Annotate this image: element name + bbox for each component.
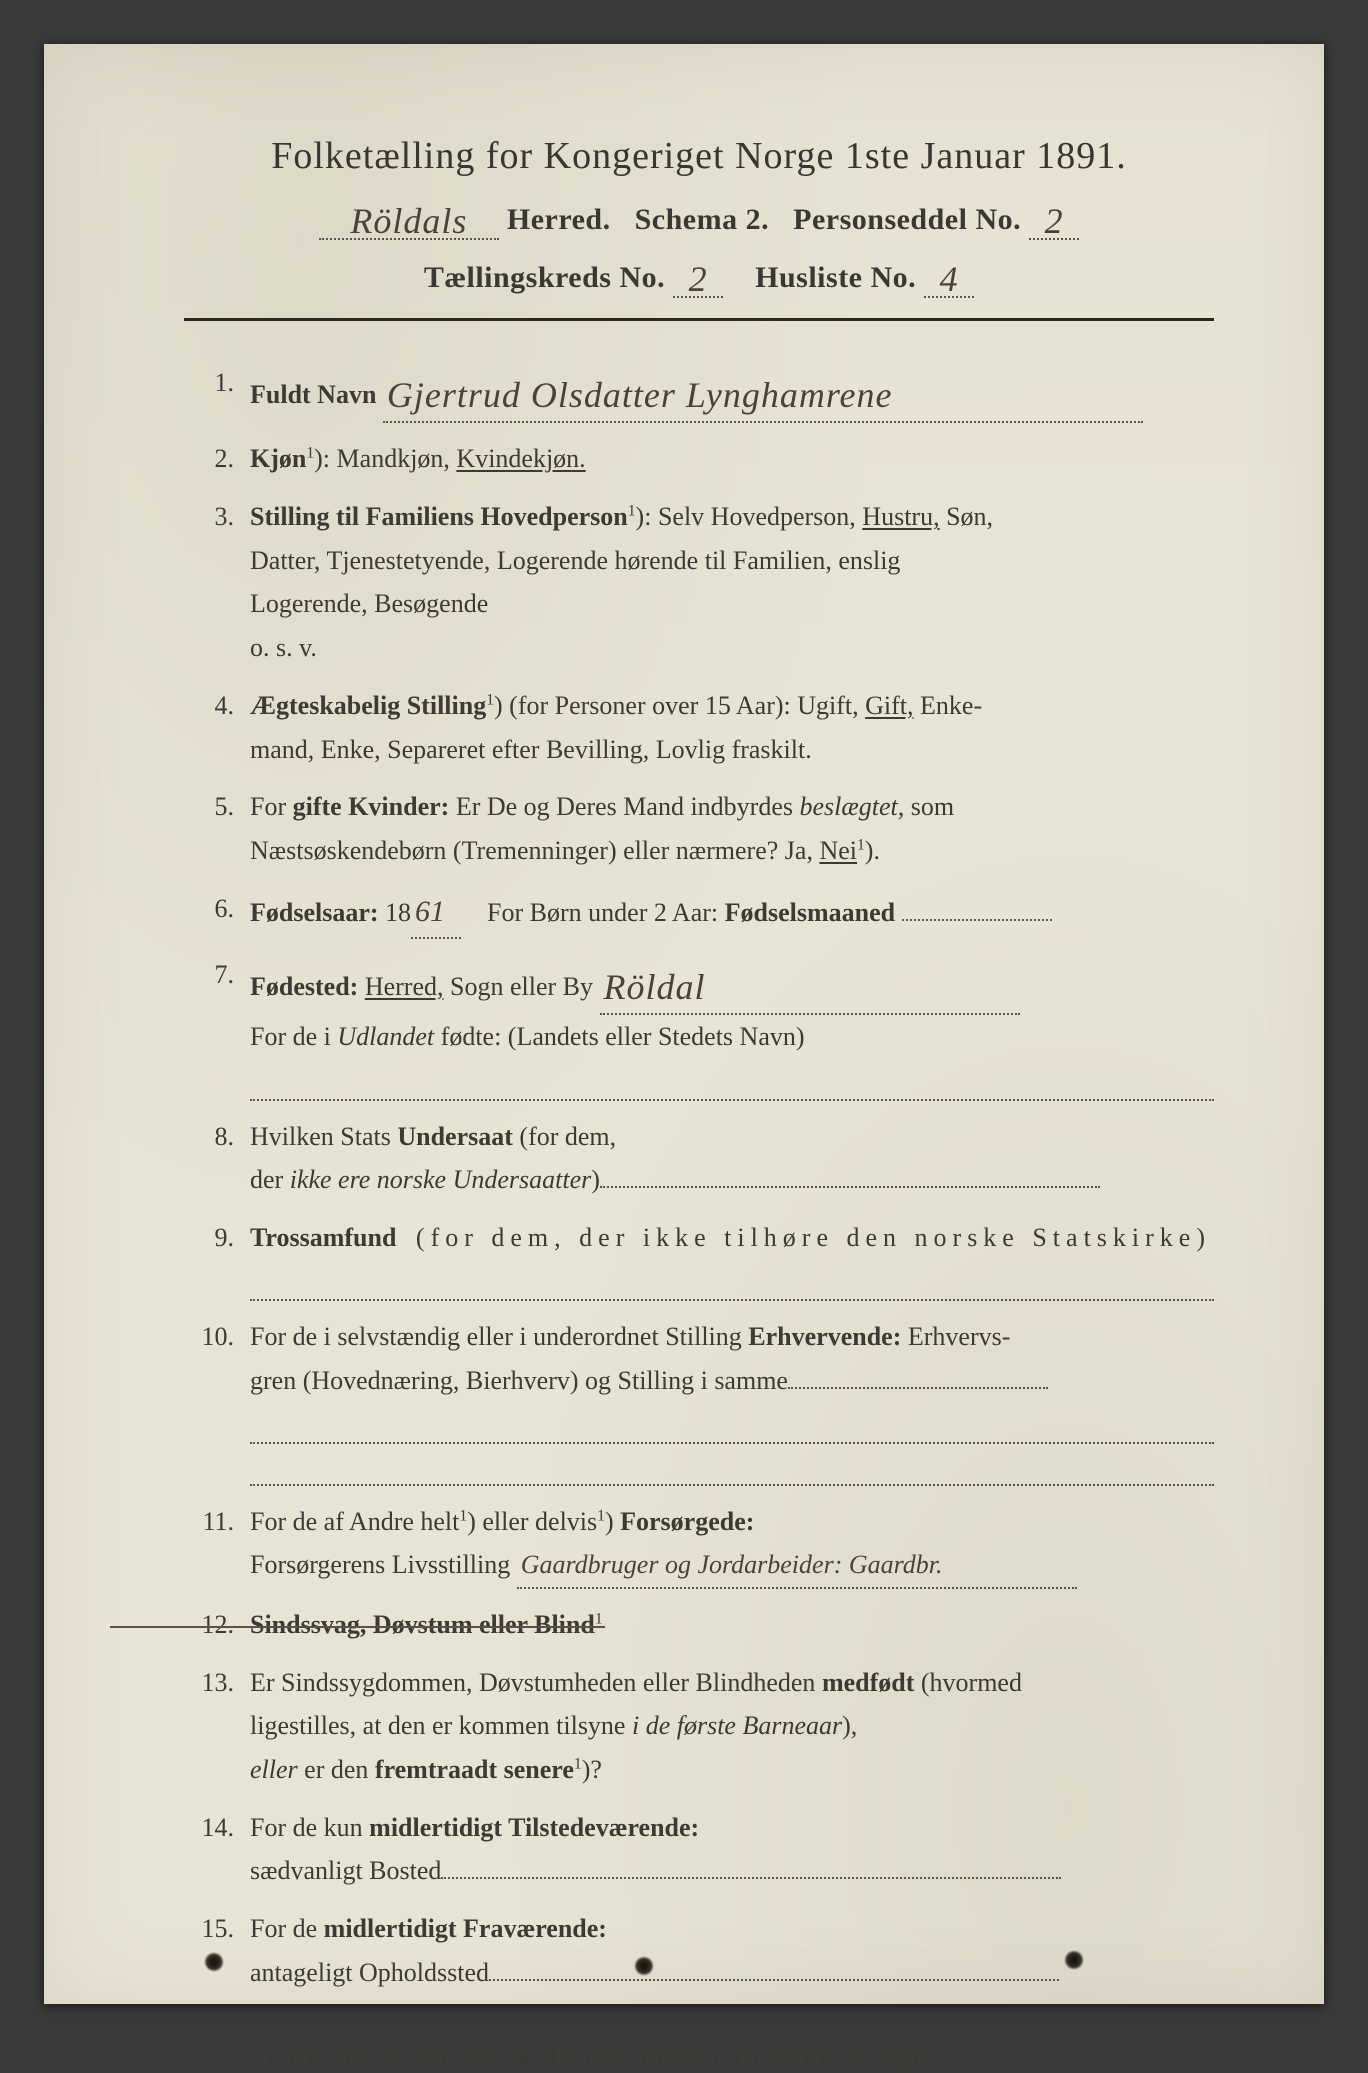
item-num: 11.: [188, 1500, 250, 1589]
item-num: 4.: [188, 684, 250, 771]
item-6: 6. Fødselsaar: 1861 For Børn under 2 Aar…: [188, 887, 1214, 939]
item-num: 3.: [188, 495, 250, 670]
item-num: 13.: [188, 1661, 250, 1792]
herred-value: Röldals: [350, 201, 467, 241]
taellingskreds-label: Tællingskreds No.: [424, 261, 665, 294]
item-3: 3. Stilling til Familiens Hovedperson1):…: [188, 495, 1214, 670]
header-line-3: Tællingskreds No. 2 Husliste No. 4: [184, 254, 1214, 298]
birthplace-value: Röldal: [604, 967, 706, 1007]
husliste-label: Husliste No.: [755, 261, 916, 294]
item-4: 4. Ægteskabelig Stilling1) (for Personer…: [188, 684, 1214, 771]
item-13: 13. Er Sindssygdommen, Døvstumheden elle…: [188, 1661, 1214, 1792]
item-label: Sindssvag, Døvstum eller Blind: [250, 1603, 595, 1647]
item-num: 2.: [188, 437, 250, 481]
opt-kvindekjon: Kvindekjøn.: [456, 444, 585, 473]
opt-nei: Nei: [819, 836, 857, 865]
item-7: 7. Fødested: Herred, Sogn eller By Rölda…: [188, 953, 1214, 1101]
item-9: 9. Trossamfund (for dem, der ikke tilhør…: [188, 1216, 1214, 1301]
census-form-page: Folketælling for Kongeriget Norge 1ste J…: [44, 44, 1324, 2004]
form-title: Folketælling for Kongeriget Norge 1ste J…: [184, 134, 1214, 178]
opt-mandkjon: Mandkjøn,: [337, 444, 450, 473]
item-num: 5.: [188, 785, 250, 872]
item-num: 14.: [188, 1806, 250, 1893]
schema-label: Schema 2.: [635, 203, 770, 236]
personseddel-no: 2: [1045, 201, 1064, 241]
footnote: 1) De for hvert Tilfælde passende Ord un…: [184, 2045, 1214, 2073]
item-num: 6.: [188, 887, 250, 939]
item-num: 1.: [188, 361, 250, 423]
item-10: 10. For de i selvstændig eller i underor…: [188, 1315, 1214, 1486]
form-items: 1. Fuldt Navn Gjertrud Olsdatter Lyngham…: [184, 361, 1214, 1995]
item-num: 8.: [188, 1115, 250, 1202]
herred-label: Herred.: [507, 203, 611, 236]
item-num: 7.: [188, 953, 250, 1101]
item-label: Ægteskabelig Stilling: [250, 691, 486, 720]
item-14: 14. For de kun midlertidigt Tilstedevære…: [188, 1806, 1214, 1893]
form-header: Folketælling for Kongeriget Norge 1ste J…: [184, 134, 1214, 298]
header-divider: [184, 318, 1214, 321]
opt-gift: Gift,: [865, 691, 913, 720]
paper-marks: [44, 1940, 1324, 1980]
item-label: Trossamfund: [250, 1223, 396, 1252]
name-value: Gjertrud Olsdatter Lynghamrene: [387, 375, 893, 415]
item-num: 9.: [188, 1216, 250, 1301]
item-num: 10.: [188, 1315, 250, 1486]
item-label: Fødested:: [250, 972, 358, 1001]
item-2: 2. Kjøn1): Mandkjøn, Kvindekjøn.: [188, 437, 1214, 481]
item-label: Stilling til Familiens Hovedperson: [250, 502, 628, 531]
item-8: 8. Hvilken Stats Undersaat (for dem, der…: [188, 1115, 1214, 1202]
item-label: Fødselsaar:: [250, 898, 379, 927]
item-label: Fuldt Navn: [250, 380, 376, 409]
header-line-2: Röldals Herred. Schema 2. Personseddel N…: [184, 196, 1214, 240]
item-5: 5. For gifte Kvinder: Er De og Deres Man…: [188, 785, 1214, 872]
personseddel-label: Personseddel No.: [793, 203, 1021, 236]
item-label: Kjøn: [250, 444, 306, 473]
item-12: 12. Sindssvag, Døvstum eller Blind1: [188, 1603, 1214, 1647]
taellingskreds-no: 2: [689, 259, 708, 299]
opt-hustru: Hustru,: [862, 502, 939, 531]
husliste-no: 4: [940, 259, 959, 299]
provider-value: Gaardbruger og Jordarbeider: Gaardbr.: [521, 1550, 943, 1579]
item-11: 11. For de af Andre helt1) eller delvis1…: [188, 1500, 1214, 1589]
birthyear-value: 61: [415, 895, 445, 928]
item-1: 1. Fuldt Navn Gjertrud Olsdatter Lyngham…: [188, 361, 1214, 423]
